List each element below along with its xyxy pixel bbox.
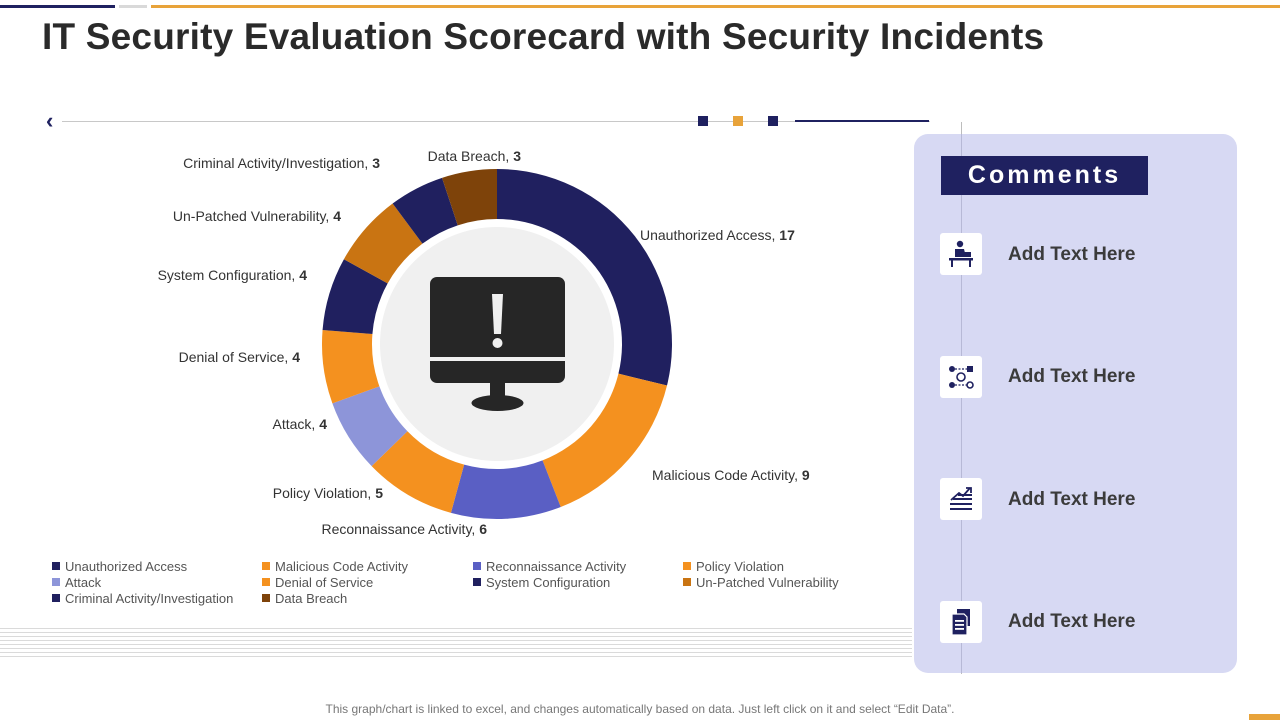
data-label-malicious-code-activity: Malicious Code Activity, 9 <box>652 467 810 483</box>
slice-policy-violation[interactable] <box>371 431 465 513</box>
legend-label: Data Breach <box>275 591 348 606</box>
legend-swatch <box>473 578 481 586</box>
data-label-policy-violation: Policy Violation, 5 <box>273 485 383 501</box>
bar-chart-growth-icon <box>940 478 982 520</box>
legend-item-data-breach: Data Breach <box>262 591 347 606</box>
comment-text-2[interactable]: Add Text Here <box>1008 366 1136 387</box>
top-accent-bar-orange <box>151 5 1280 8</box>
legend-label: System Configuration <box>486 575 611 590</box>
data-label-un-patched-vulnerability: Un-Patched Vulnerability, 4 <box>173 208 341 224</box>
legend-item-malicious-code-activity: Malicious Code Activity <box>262 559 408 574</box>
slice-denial-of-service[interactable] <box>321 330 380 404</box>
divider-line-accent <box>795 120 929 122</box>
data-label-system-configuration: System Configuration, 4 <box>158 267 308 283</box>
legend-swatch <box>683 562 691 570</box>
decor-stripes <box>0 628 912 658</box>
comment-text-4[interactable]: Add Text Here <box>1008 611 1136 632</box>
data-label-denial-of-service: Denial of Service, 4 <box>179 349 301 365</box>
decor-square <box>733 116 743 126</box>
page-title: IT Security Evaluation Scorecard with Se… <box>42 16 1045 57</box>
legend-item-criminal-activity-investigation: Criminal Activity/Investigation <box>52 591 233 606</box>
data-label-reconnaissance-activity: Reconnaissance Activity, 6 <box>321 521 487 537</box>
legend-label: Policy Violation <box>696 559 784 574</box>
decor-square <box>768 116 778 126</box>
legend-swatch <box>262 594 270 602</box>
network-diagram-icon <box>940 356 982 398</box>
slice-system-configuration[interactable] <box>322 259 388 335</box>
legend-label: Malicious Code Activity <box>275 559 408 574</box>
slice-data-breach[interactable] <box>442 169 497 226</box>
monitor-warning-icon <box>430 277 565 411</box>
legend-item-un-patched-vulnerability: Un-Patched Vulnerability <box>683 575 839 590</box>
legend-label: Un-Patched Vulnerability <box>696 575 839 590</box>
documents-icon <box>940 601 982 643</box>
chevron-left-icon: ‹ <box>46 108 54 133</box>
legend-swatch <box>262 578 270 586</box>
slice-attack[interactable] <box>332 386 408 467</box>
divider-line <box>62 121 930 122</box>
comments-panel-line <box>961 134 962 673</box>
legend-item-unauthorized-access: Unauthorized Access <box>52 559 187 574</box>
footnote: This graph/chart is linked to excel, and… <box>325 702 955 716</box>
donut-chart: Unauthorized Access, 17 Malicious Code Ac… <box>158 148 810 537</box>
legend-swatch <box>473 562 481 570</box>
decor-square <box>698 116 708 126</box>
slice-unauthorized-access[interactable] <box>497 169 672 386</box>
top-accent-bar-gray <box>119 5 147 8</box>
legend-label: Denial of Service <box>275 575 374 590</box>
comments-heading: Comments <box>941 156 1148 195</box>
legend-label: Attack <box>65 575 102 590</box>
legend-swatch <box>683 578 691 586</box>
data-label-unauthorized-access: Unauthorized Access, 17 <box>640 227 795 243</box>
legend-label: Reconnaissance Activity <box>486 559 627 574</box>
data-label-criminal-activity-investigation: Criminal Activity/Investigation, 3 <box>183 155 380 171</box>
comment-text-3[interactable]: Add Text Here <box>1008 489 1136 510</box>
slice-criminal-activity-investigation[interactable] <box>392 177 458 244</box>
data-label-data-breach: Data Breach, 3 <box>428 148 522 164</box>
slice-malicious-code-activity[interactable] <box>542 373 668 507</box>
legend-swatch <box>262 562 270 570</box>
legend-item-denial-of-service: Denial of Service <box>262 575 373 590</box>
legend-label: Unauthorized Access <box>65 559 188 574</box>
top-accent-bar-navy <box>0 5 115 8</box>
slice-un-patched-vulnerability[interactable] <box>343 203 423 284</box>
comment-text-1[interactable]: Add Text Here <box>1008 244 1136 265</box>
legend-swatch <box>52 562 60 570</box>
corner-accent <box>1249 714 1280 720</box>
legend-swatch <box>52 594 60 602</box>
slice-reconnaissance-activity[interactable] <box>450 460 561 519</box>
legend-item-system-configuration: System Configuration <box>473 575 610 590</box>
data-label-attack: Attack, 4 <box>273 416 328 432</box>
comments-panel <box>914 134 1237 673</box>
legend-item-policy-violation: Policy Violation <box>683 559 784 574</box>
legend-label: Criminal Activity/Investigation <box>65 591 234 606</box>
legend-swatch <box>52 578 60 586</box>
legend-item-reconnaissance-activity: Reconnaissance Activity <box>473 559 626 574</box>
person-at-desk-icon <box>940 233 982 275</box>
legend-item-attack: Attack <box>52 575 101 590</box>
